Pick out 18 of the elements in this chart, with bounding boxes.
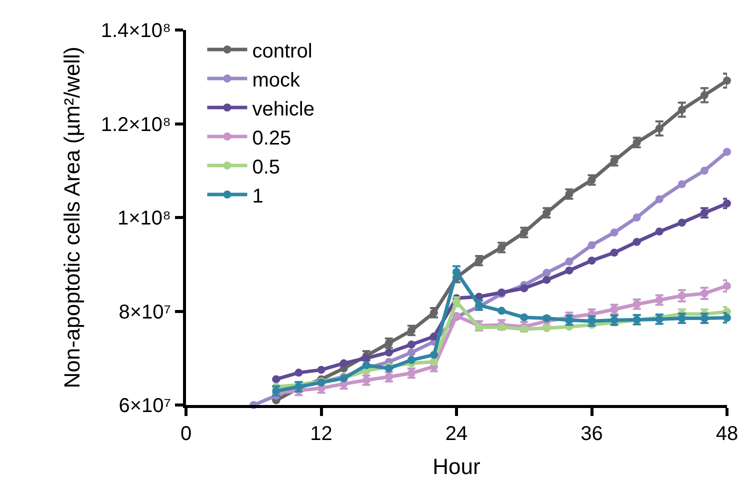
legend-label: control: [252, 40, 312, 62]
legend-label: mock: [252, 69, 302, 92]
x-tick-label: 12: [310, 423, 332, 445]
y-tick-label: 6×10⁷: [118, 395, 171, 417]
x-tick-label: 24: [445, 423, 468, 445]
y-tick-label: 1.2×10⁸: [100, 114, 171, 136]
y-axis-title: Non-apoptotic cells Area (µm²/well): [60, 46, 85, 388]
y-tick-label: 1.4×10⁸: [100, 20, 171, 42]
y-tick-label: 1×10⁸: [118, 208, 171, 230]
legend-label: 1: [252, 185, 264, 208]
x-tick-label: 0: [180, 423, 192, 445]
legend-label: vehicle: [252, 98, 314, 120]
legend-label: 0.5: [252, 156, 280, 178]
legend-label: 0.25: [252, 127, 292, 150]
x-tick-label: 48: [716, 423, 738, 445]
x-axis-title: Hour: [432, 454, 480, 479]
x-tick-label: 36: [580, 423, 603, 445]
y-tick-label: 8×10⁷: [118, 301, 171, 324]
